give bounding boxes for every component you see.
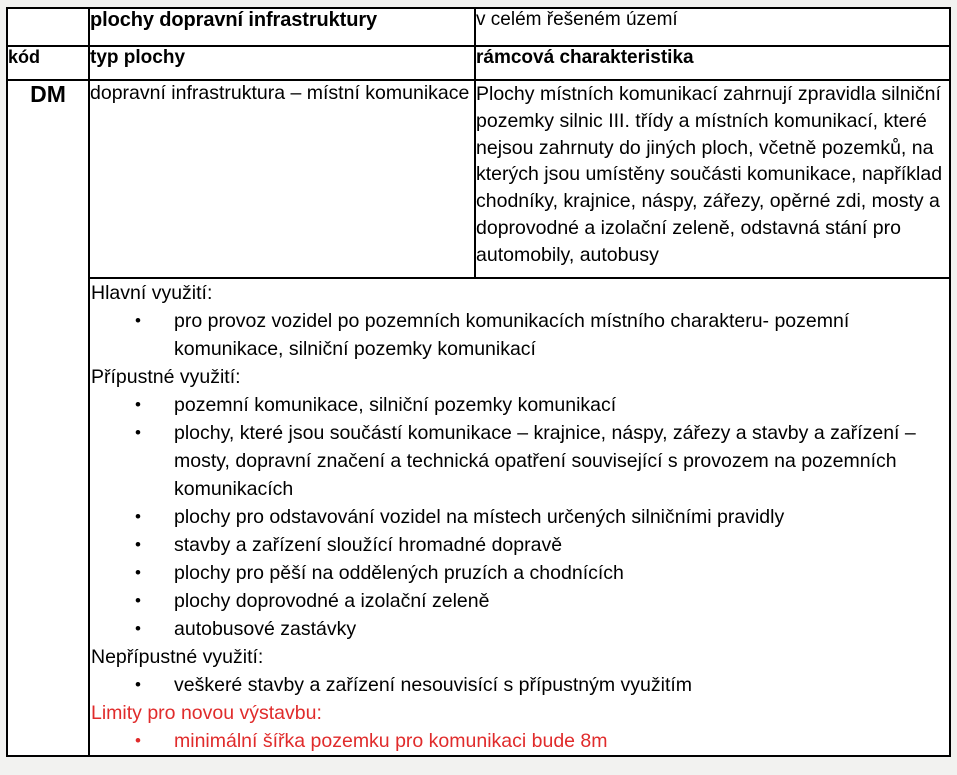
- cell-area-code: DM: [6, 79, 90, 757]
- list-permitted-use: • pozemní komunikace, silniční pozemky k…: [90, 391, 949, 643]
- cell-area-description: Plochy místních komunikací zahrnují zpra…: [474, 79, 951, 279]
- bullet-icon: •: [135, 311, 141, 330]
- zoning-regulation-table: plochy dopravní infrastruktury v celém ř…: [6, 7, 951, 757]
- bullet-icon: •: [135, 507, 141, 526]
- list-item: • minimální šířka pozemku pro komunikaci…: [90, 727, 949, 755]
- list-item-text: minimální šířka pozemku pro komunikaci b…: [174, 730, 608, 752]
- list-item: • stavby a zařízení sloužící hromadné do…: [90, 531, 949, 559]
- group-header-blank-cell: [6, 7, 90, 47]
- list-item-text: stavby a zařízení sloužící hromadné dopr…: [174, 534, 563, 556]
- heading-new-construction-limits: Limity pro novou výstavbu:: [91, 702, 322, 724]
- bullet-icon: •: [135, 675, 141, 694]
- table-row-main: DM dopravní infrastruktura – místní komu…: [6, 79, 951, 757]
- group-header-scope: v celém řešeném území: [474, 7, 951, 47]
- bullet-icon: •: [135, 395, 141, 414]
- bullet-icon: •: [135, 731, 141, 750]
- heading-main-use: Hlavní využití:: [91, 282, 213, 304]
- list-item-text: autobusové zastávky: [174, 618, 357, 640]
- column-caption-code: kód: [6, 45, 90, 81]
- list-main-use: • pro provoz vozidel po pozemních komuni…: [90, 307, 949, 363]
- list-item: • plochy pro pěší na oddělených pruzích …: [90, 559, 949, 587]
- cell-usage-block: Hlavní využití: • pro provoz vozidel po …: [88, 277, 951, 757]
- table-row-group-header: plochy dopravní infrastruktury v celém ř…: [6, 7, 951, 47]
- list-item-text: pozemní komunikace, silniční pozemky kom…: [174, 394, 617, 416]
- bullet-icon: •: [135, 591, 141, 610]
- cell-area-type: dopravní infrastruktura – místní komunik…: [88, 79, 476, 279]
- bullet-icon: •: [135, 423, 141, 442]
- list-item-text: veškeré stavby a zařízení nesouvisící s …: [174, 674, 693, 696]
- list-item: • plochy, které jsou součástí komunikace…: [90, 419, 949, 503]
- heading-permitted-use: Přípustné využití:: [91, 366, 241, 388]
- list-forbidden-use: • veškeré stavby a zařízení nesouvisící …: [90, 671, 949, 699]
- list-item-text: plochy pro pěší na oddělených pruzích a …: [174, 562, 624, 584]
- table-row-usage: Hlavní využití: • pro provoz vozidel po …: [7, 277, 951, 757]
- list-new-construction-limits: • minimální šířka pozemku pro komunikaci…: [90, 727, 949, 755]
- column-caption-type: typ plochy: [88, 45, 476, 81]
- list-item: • pozemní komunikace, silniční pozemky k…: [90, 391, 949, 419]
- bullet-icon: •: [135, 535, 141, 554]
- list-item-text: pro provoz vozidel po pozemních komunika…: [174, 310, 850, 360]
- list-item: • autobusové zastávky: [90, 615, 949, 643]
- list-item-text: plochy pro odstavování vozidel na místec…: [174, 506, 785, 528]
- list-item-text: plochy, které jsou součástí komunikace –…: [174, 422, 916, 500]
- bullet-icon: •: [135, 563, 141, 582]
- list-item: • veškeré stavby a zařízení nesouvisící …: [90, 671, 949, 699]
- list-item: • pro provoz vozidel po pozemních komuni…: [90, 307, 949, 363]
- column-caption-description: rámcová charakteristika: [474, 45, 951, 81]
- table-row-column-captions: kód typ plochy rámcová charakteristika: [6, 45, 951, 81]
- list-item-text: plochy doprovodné a izolační zeleně: [174, 590, 490, 612]
- heading-forbidden-use: Nepřípustné využití:: [91, 646, 264, 668]
- list-item: • plochy doprovodné a izolační zeleně: [90, 587, 949, 615]
- group-header-category: plochy dopravní infrastruktury: [88, 7, 476, 47]
- list-item: • plochy pro odstavování vozidel na míst…: [90, 503, 949, 531]
- bullet-icon: •: [135, 619, 141, 638]
